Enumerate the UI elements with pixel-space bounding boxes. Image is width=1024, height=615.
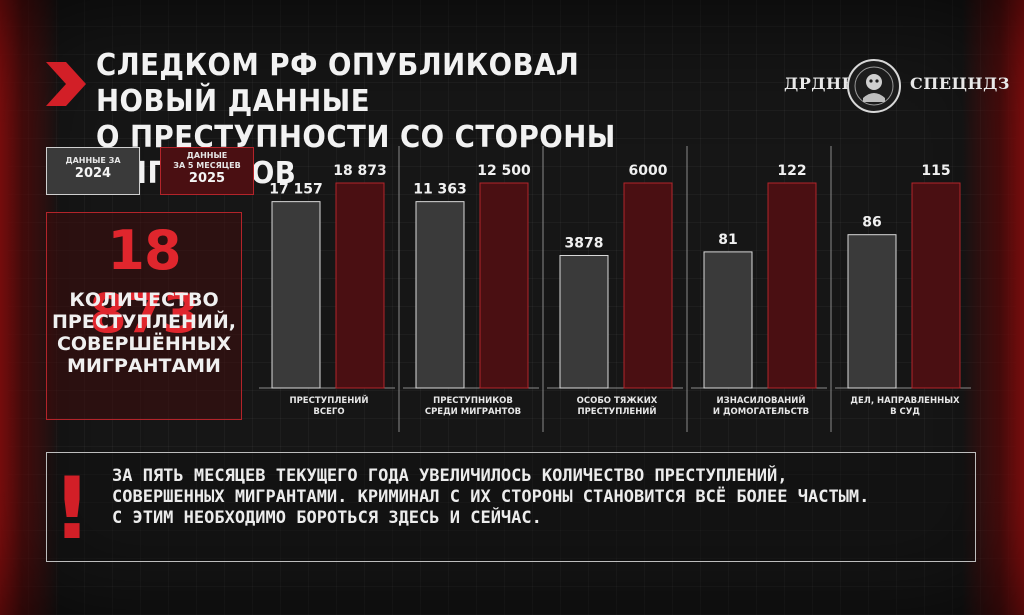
logo-right-word: СПЕЦНДЗ (910, 74, 1010, 93)
data-label-2024: 3878 (565, 236, 604, 252)
note-line: С ЭТИМ НЕОБХОДИМО БОРОТЬСЯ ЗДЕСЬ И СЕЙЧА… (112, 508, 542, 528)
bar-2024 (559, 255, 609, 389)
bar-2024 (847, 234, 897, 389)
highlight-label-line: КОЛИЧЕСТВО (69, 289, 219, 311)
data-label-2024: 17 157 (269, 182, 323, 198)
legend-2025-caption-1: ДАННЫЕ (186, 151, 228, 160)
category-label: ПРЕСТУПЛЕНИЙ (289, 394, 368, 406)
category-label: ИЗНАСИЛОВАНИЙ (717, 394, 806, 406)
chevron-right-icon (46, 62, 86, 106)
data-label-2025: 18 873 (333, 163, 387, 179)
brand-logo: ДРДНЫЧ СПЕЦНДЗ (780, 58, 1009, 114)
data-label-2024: 11 363 (413, 182, 467, 198)
legend-2025-caption-2: ЗА 5 МЕСЯЦЕВ (173, 161, 241, 170)
data-label-2025: 122 (777, 163, 806, 179)
title-line-1: СЛЕДКОМ РФ ОПУБЛИКОВАЛ НОВЫЙ ДАННЫЕ (96, 48, 580, 119)
legend-2024: ДАННЫЕ ЗА 2024 (46, 147, 140, 195)
bar-2024 (415, 201, 465, 389)
data-label-2025: 12 500 (477, 163, 531, 179)
category-label: ВСЕГО (313, 407, 344, 417)
bar-2024 (703, 251, 753, 389)
highlight-label: КОЛИЧЕСТВО ПРЕСТУПЛЕНИЙ, СОВЕРШЁННЫХ МИГ… (47, 289, 241, 377)
data-label-2024: 81 (718, 232, 737, 248)
category-label: В СУД (890, 407, 920, 417)
bar-2025 (335, 182, 385, 389)
note-line: СОВЕРШЕННЫХ МИГРАНТАМИ. КРИМИНАЛ С ИХ СТ… (112, 487, 870, 507)
bar-2025 (479, 182, 529, 389)
legend-2025: ДАННЫЕ ЗА 5 МЕСЯЦЕВ 2025 (160, 147, 254, 195)
category-label: ПРЕСТУПНИКОВ (433, 396, 513, 406)
legend-2025-year: 2025 (188, 171, 226, 186)
highlight-number: 18 873 (89, 219, 200, 345)
note-text: ЗА ПЯТЬ МЕСЯЦЕВ ТЕКУЩЕГО ГОДА УВЕЛИЧИЛОС… (112, 466, 962, 529)
category-label: ОСОБО ТЯЖКИХ (577, 396, 658, 406)
data-label-2024: 86 (862, 215, 881, 231)
bar-2024 (271, 201, 321, 389)
highlight-label-line: ПРЕСТУПЛЕНИЙ, (52, 311, 236, 333)
exclamation-icon: ! (52, 459, 92, 559)
category-label: СРЕДИ МИГРАНТОВ (425, 407, 521, 417)
seal-icon (847, 59, 901, 113)
data-label-2025: 6000 (629, 163, 668, 179)
category-label: ПРЕСТУПЛЕНИЙ (577, 405, 656, 417)
highlight-label-line: СОВЕРШЁННЫХ (56, 333, 232, 355)
bar-2025 (911, 182, 961, 389)
bar-2025 (767, 182, 817, 389)
highlight-label-line: МИГРАНТАМИ (67, 355, 221, 377)
legend-2024-caption: ДАННЫЕ ЗА (65, 156, 121, 165)
bar-2025 (623, 182, 673, 389)
note-line: ЗА ПЯТЬ МЕСЯЦЕВ ТЕКУЩЕГО ГОДА УВЕЛИЧИЛОС… (112, 466, 788, 486)
note-box (46, 452, 976, 562)
category-label: ДЕЛ, НАПРАВЛЕННЫХ (850, 396, 960, 406)
category-label: И ДОМОГАТЕЛЬСТВ (713, 407, 809, 417)
highlight-box: 18 873 КОЛИЧЕСТВО ПРЕСТУПЛЕНИЙ, СОВЕРШЁН… (46, 212, 242, 420)
data-label-2025: 115 (921, 163, 950, 179)
legend-2024-year: 2024 (74, 166, 112, 181)
